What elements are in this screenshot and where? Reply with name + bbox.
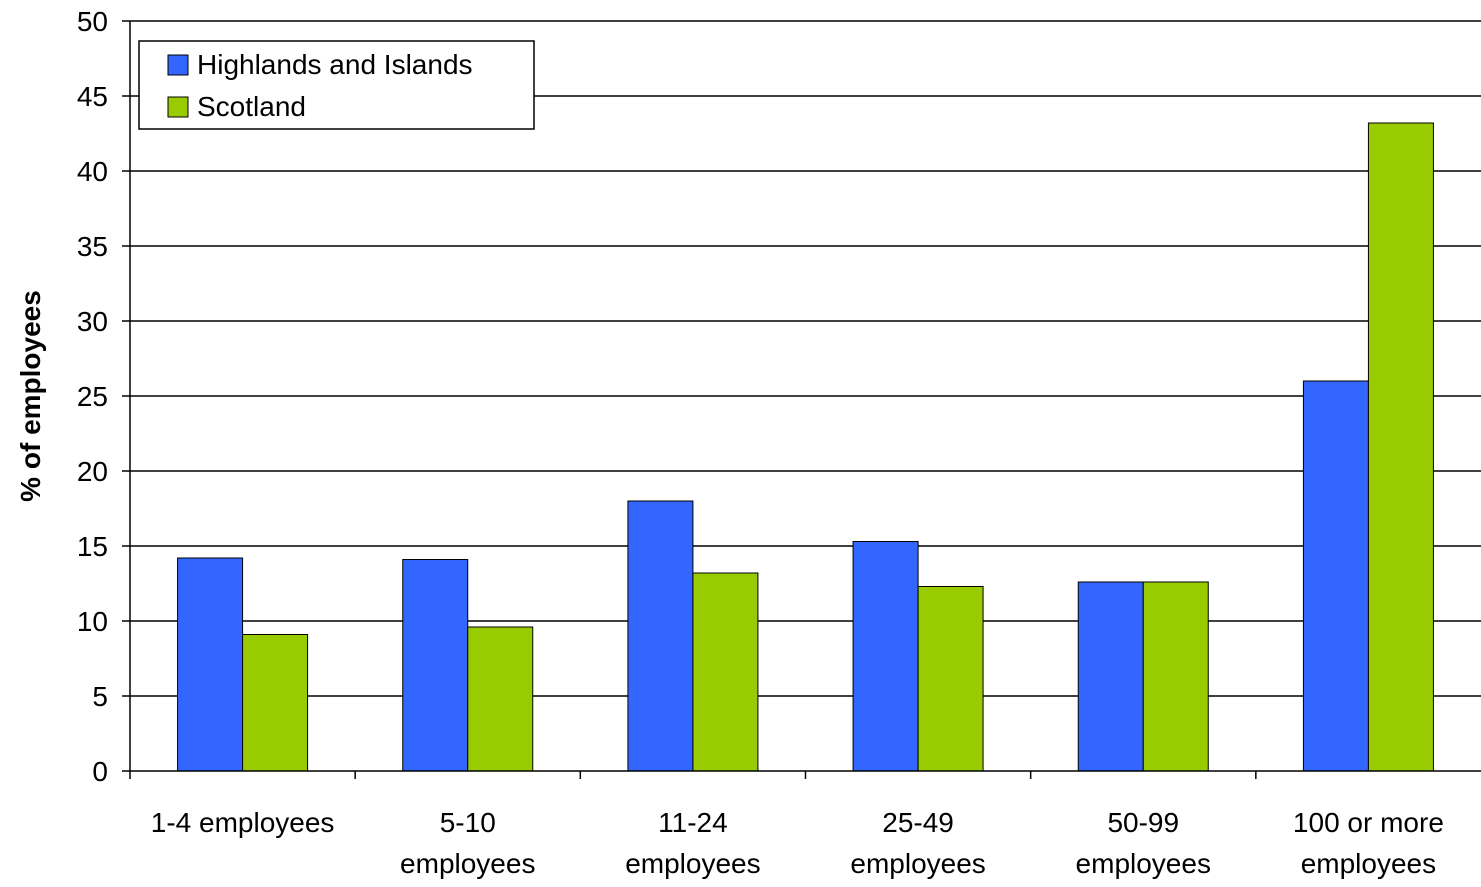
y-tick-label: 25 xyxy=(77,381,108,412)
y-tick-label: 35 xyxy=(77,231,108,262)
bar-scotland xyxy=(917,586,984,772)
x-category-label: 11-24 employees xyxy=(625,807,760,879)
y-axis-title: % of employees xyxy=(15,290,46,502)
bar-highlands-and-islands xyxy=(1302,380,1369,772)
y-tick-label: 20 xyxy=(77,456,108,487)
bar-highlands-and-islands xyxy=(852,541,919,772)
legend-swatch xyxy=(167,96,189,118)
y-tick-label: 50 xyxy=(77,6,108,37)
x-category-label: 1-4 employees xyxy=(151,807,335,838)
legend-label: Scotland xyxy=(197,91,306,122)
y-tick-label: 40 xyxy=(77,156,108,187)
bar-scotland xyxy=(692,572,759,772)
bar-highlands-and-islands xyxy=(1077,581,1144,772)
x-category-label: 25-49 employees xyxy=(850,807,985,879)
y-tick-label: 10 xyxy=(77,606,108,637)
legend-label: Highlands and Islands xyxy=(197,49,473,80)
legend-swatch xyxy=(167,54,189,76)
bar-highlands-and-islands xyxy=(402,559,469,772)
y-tick-label: 45 xyxy=(77,81,108,112)
y-tick-label: 15 xyxy=(77,531,108,562)
y-tick-label: 0 xyxy=(92,756,108,787)
bar-scotland xyxy=(1367,122,1434,772)
x-category-label: 50-99 employees xyxy=(1076,807,1211,879)
y-tick-label: 5 xyxy=(92,681,108,712)
bar-scotland xyxy=(467,626,534,772)
bar-highlands-and-islands xyxy=(177,557,244,772)
x-category-label: 5-10 employees xyxy=(400,807,535,879)
y-tick-label: 30 xyxy=(77,306,108,337)
bar-scotland xyxy=(1142,581,1209,772)
bar-scotland xyxy=(242,634,309,772)
x-category-label: 100 or more employees xyxy=(1293,807,1444,879)
legend xyxy=(138,40,535,130)
bar-highlands-and-islands xyxy=(627,500,694,772)
